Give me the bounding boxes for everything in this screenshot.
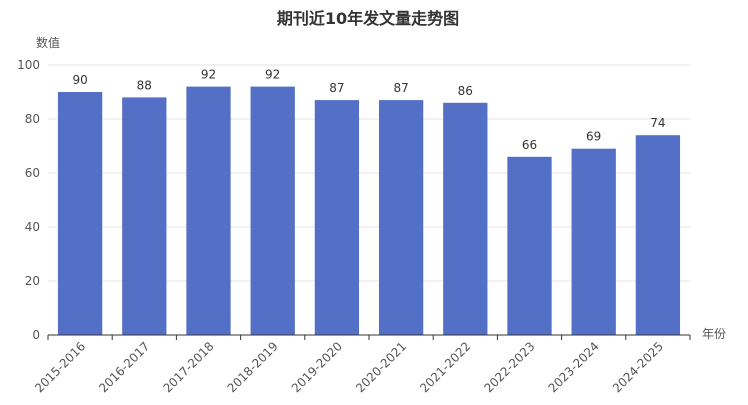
data-label: 66 (522, 138, 537, 152)
x-tick-label: 2017-2018 (160, 339, 216, 395)
data-label: 87 (393, 81, 408, 95)
data-label: 90 (72, 73, 87, 87)
x-tick-label: 2022-2023 (481, 339, 537, 395)
x-tick-label: 2018-2019 (225, 339, 281, 395)
data-label: 74 (650, 116, 665, 130)
bar (314, 100, 360, 335)
data-label: 69 (586, 130, 601, 144)
x-tick-label: 2021-2022 (417, 339, 473, 395)
y-tick-label: 0 (32, 328, 40, 342)
bar (443, 102, 488, 335)
bar (507, 156, 552, 335)
bar (635, 135, 681, 335)
bar (250, 86, 295, 335)
bar (186, 86, 231, 335)
bar (571, 148, 616, 335)
data-label: 87 (329, 81, 344, 95)
bar (122, 97, 167, 336)
y-tick-label: 20 (25, 274, 40, 288)
data-label: 86 (458, 84, 473, 98)
chart-title: 期刊近10年发文量走势图 (277, 9, 459, 28)
y-tick-label: 60 (25, 166, 40, 180)
x-tick-label: 2019-2020 (289, 339, 345, 395)
data-label: 88 (137, 78, 152, 92)
bar-series: 90 88 92 92 87 87 86 66 69 74 (57, 68, 681, 336)
y-tick-label: 40 (25, 220, 40, 234)
y-tick-label: 80 (25, 112, 40, 126)
y-axis-label: 数值 (36, 35, 60, 50)
bar (57, 92, 103, 335)
x-tick-label: 2023-2024 (546, 339, 602, 395)
x-tick-label: 2024-2025 (610, 339, 666, 395)
x-axis-label: 年份 (702, 327, 726, 341)
data-label: 92 (201, 68, 216, 82)
x-tick-label: 2016-2017 (96, 339, 152, 395)
x-tick-label: 2015-2016 (32, 339, 88, 395)
y-tick-label: 100 (17, 58, 40, 72)
bar (378, 100, 424, 335)
x-tick-label: 2020-2021 (353, 339, 409, 395)
data-label: 92 (265, 68, 280, 82)
